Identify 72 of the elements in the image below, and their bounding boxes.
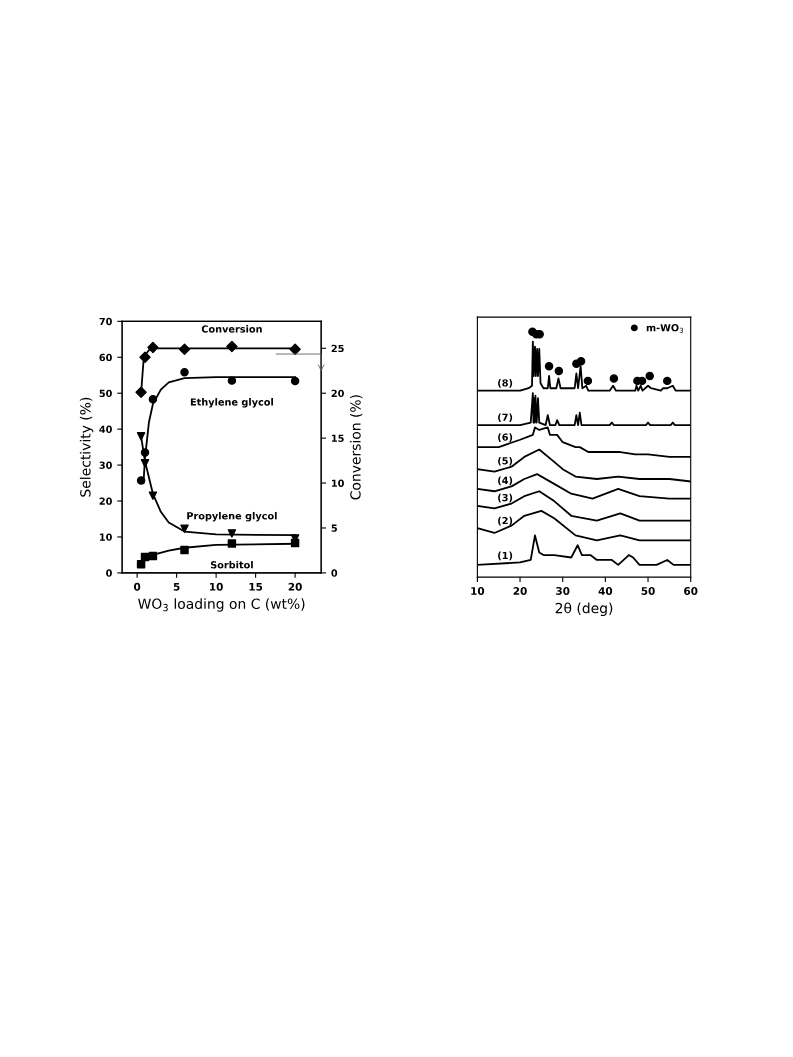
series-label: Ethylene glycol — [190, 398, 273, 408]
point — [180, 545, 189, 555]
x-tick-label: 10 — [471, 587, 485, 595]
series-label: Propylene glycol — [187, 511, 277, 522]
series-label: (2) — [498, 516, 513, 526]
x-axis-title: 2θ (deg) — [555, 602, 613, 617]
point — [147, 341, 159, 354]
y-tick-label: 60 — [99, 353, 112, 362]
point — [180, 368, 189, 377]
series-label: (3) — [498, 493, 513, 503]
point — [140, 448, 150, 457]
x-tick-label: 40 — [598, 587, 613, 595]
x-tick-label: 10 — [210, 582, 223, 591]
series-label: (8) — [498, 379, 513, 388]
y-tick-label: 40 — [99, 425, 112, 433]
x-tick-label: 0 — [134, 582, 141, 591]
y2-tick-label: 0 — [331, 569, 338, 577]
y-axis-title: Selectivity (%) — [79, 397, 94, 497]
point — [290, 538, 300, 548]
series-label: (7) — [498, 413, 513, 423]
point — [135, 386, 147, 399]
series-label: (5) — [498, 456, 513, 466]
point — [663, 376, 672, 386]
point — [140, 459, 150, 468]
series-label: Sorbitol — [210, 560, 253, 569]
series-label: Conversion — [201, 325, 262, 333]
y2-tick-label: 25 — [331, 344, 344, 353]
y-tick-label: 20 — [99, 497, 112, 505]
point — [227, 539, 237, 548]
point — [148, 491, 158, 500]
point — [227, 529, 237, 538]
point — [148, 395, 158, 404]
point — [136, 560, 146, 569]
point — [136, 476, 146, 485]
x-tick-label: 60 — [684, 587, 698, 595]
y2-tick-label: 5 — [331, 524, 337, 532]
y-tick-label: 10 — [99, 533, 112, 541]
y-tick-label: 0 — [106, 569, 112, 577]
x-tick-label: 20 — [288, 582, 302, 591]
point — [180, 524, 189, 533]
point — [148, 551, 158, 561]
point — [645, 371, 654, 381]
x-tick-label: 15 — [249, 582, 263, 591]
point — [289, 343, 301, 355]
x-axis-title: WO$_{3}$ loading on C (wt%) — [138, 598, 305, 612]
point — [178, 343, 191, 355]
point — [576, 357, 586, 366]
y2-axis-title: Conversion (%) — [349, 395, 363, 500]
series-label: (4) — [498, 476, 513, 486]
x-tick-label: 50 — [641, 587, 655, 595]
point — [226, 340, 238, 353]
point — [554, 366, 564, 376]
point — [583, 376, 593, 386]
point — [609, 374, 619, 383]
y2-tick-label: 10 — [331, 479, 344, 487]
point — [227, 376, 237, 385]
y-tick-label: 70 — [99, 317, 112, 326]
y-tick-label: 50 — [99, 389, 112, 398]
x-tick-label: 5 — [173, 582, 180, 591]
point — [290, 376, 300, 386]
series-label: (1) — [498, 551, 513, 561]
series-label: (6) — [498, 433, 513, 442]
point — [544, 361, 554, 371]
y2-tick-label: 15 — [331, 434, 344, 442]
x-tick-label: 30 — [556, 587, 570, 595]
point — [139, 351, 151, 363]
point — [140, 552, 150, 562]
y2-tick-label: 20 — [331, 389, 344, 398]
x-tick-label: 20 — [513, 587, 527, 595]
y-tick-label: 30 — [99, 461, 112, 469]
legend-label: m-WO$_{3}$ — [646, 324, 684, 333]
point — [136, 432, 146, 441]
